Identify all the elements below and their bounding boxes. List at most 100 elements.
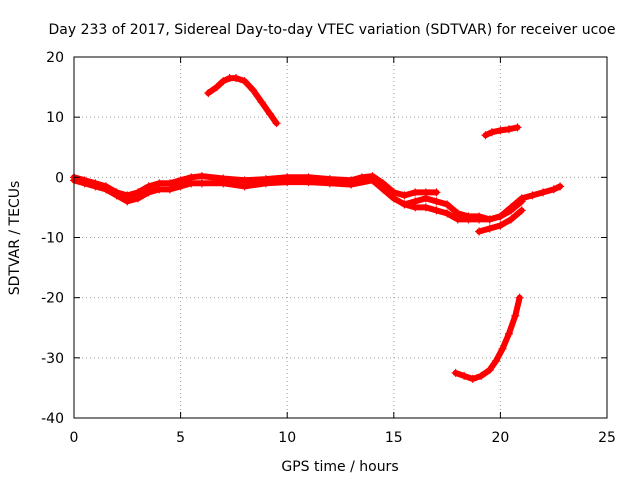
data-point — [197, 172, 206, 181]
data-point — [400, 191, 409, 200]
data-point — [528, 191, 537, 200]
chart-title: Day 233 of 2017, Sidereal Day-to-day VTE… — [49, 22, 616, 38]
data-point — [421, 203, 430, 212]
grid-layer — [74, 57, 607, 418]
data-point — [507, 215, 516, 224]
data-point — [432, 188, 441, 197]
data-point — [481, 131, 490, 140]
data-point — [485, 224, 494, 233]
y-tick-label: 10 — [46, 110, 64, 126]
data-point — [487, 128, 496, 137]
data-point — [204, 89, 213, 98]
series-arc-6-9-5h — [204, 74, 281, 128]
data-point — [411, 203, 420, 212]
data-point — [485, 365, 494, 374]
data-point — [421, 194, 430, 203]
x-axis-label: GPS time / hours — [281, 459, 398, 475]
series-bottom-branch — [475, 206, 526, 236]
data-point — [144, 188, 153, 197]
data-point — [517, 206, 526, 215]
x-tick-label: 25 — [598, 430, 616, 446]
data-point — [443, 200, 452, 209]
data-point — [464, 215, 473, 224]
data-point — [498, 344, 507, 353]
data-point — [475, 215, 484, 224]
data-point — [496, 221, 505, 230]
y-tick-label: -40 — [41, 411, 64, 427]
data-point — [492, 356, 501, 365]
y-axis-label: SDTVAR / TECUs — [7, 181, 23, 296]
x-tick-label: 15 — [385, 430, 403, 446]
data-point — [187, 179, 196, 188]
data-point — [556, 182, 565, 191]
x-tick-label: 0 — [70, 430, 79, 446]
data-point — [411, 188, 420, 197]
data-point — [266, 110, 275, 119]
data-point — [219, 179, 228, 188]
data-point — [468, 374, 477, 383]
x-tick-label: 5 — [176, 430, 185, 446]
series-lower-branch — [400, 197, 526, 224]
data-point — [504, 329, 513, 338]
data-point — [549, 185, 558, 194]
data-point — [240, 182, 249, 191]
data-point — [219, 77, 228, 86]
data-point — [325, 179, 334, 188]
data-point — [475, 227, 484, 236]
data-point — [379, 185, 388, 194]
data-point — [232, 74, 241, 83]
data-point — [451, 368, 460, 377]
series-deep-dip-18-21h — [451, 293, 524, 383]
data-point — [155, 185, 164, 194]
series-band — [205, 75, 280, 127]
data-point — [443, 209, 452, 218]
data-series-layer — [70, 74, 565, 383]
data-point — [347, 180, 356, 189]
data-point — [272, 119, 281, 128]
data-point — [517, 197, 526, 206]
data-point — [496, 212, 505, 221]
x-tick-label: 10 — [278, 430, 296, 446]
y-tick-label: 20 — [46, 50, 64, 66]
series-segment-19-21h — [481, 123, 522, 140]
series-band — [452, 294, 523, 382]
y-tick-label: -20 — [41, 291, 64, 307]
plot-frame — [73, 56, 608, 419]
data-point — [539, 188, 548, 197]
data-point — [80, 179, 89, 188]
data-point — [176, 182, 185, 191]
data-point — [477, 371, 486, 380]
data-point — [112, 191, 121, 200]
data-point — [511, 311, 520, 320]
data-point — [257, 98, 266, 107]
series-band — [482, 124, 521, 139]
data-point — [504, 125, 513, 134]
data-point — [389, 194, 398, 203]
y-tick-label: 0 — [55, 170, 64, 186]
series-band — [71, 173, 440, 199]
data-point — [249, 86, 258, 95]
data-point — [240, 77, 249, 86]
data-point — [261, 179, 270, 188]
data-point — [513, 123, 522, 132]
data-point — [212, 83, 221, 92]
x-tick-label: 20 — [491, 430, 509, 446]
tick-layer: 0 5 10 15 20 25 -40 -30 -20 -10 0 10 20 — [41, 50, 616, 446]
data-point — [368, 176, 377, 185]
data-point — [485, 215, 494, 224]
data-point — [453, 215, 462, 224]
data-point — [197, 179, 206, 188]
data-point — [123, 197, 132, 206]
y-tick-label: -10 — [41, 231, 64, 247]
data-point — [101, 185, 110, 194]
data-point — [460, 371, 469, 380]
data-point — [400, 200, 409, 209]
data-point — [496, 126, 505, 135]
data-point — [133, 194, 142, 203]
data-point — [432, 206, 441, 215]
data-point — [515, 293, 524, 302]
y-tick-label: -30 — [41, 351, 64, 367]
data-point — [432, 197, 441, 206]
data-point — [507, 206, 516, 215]
